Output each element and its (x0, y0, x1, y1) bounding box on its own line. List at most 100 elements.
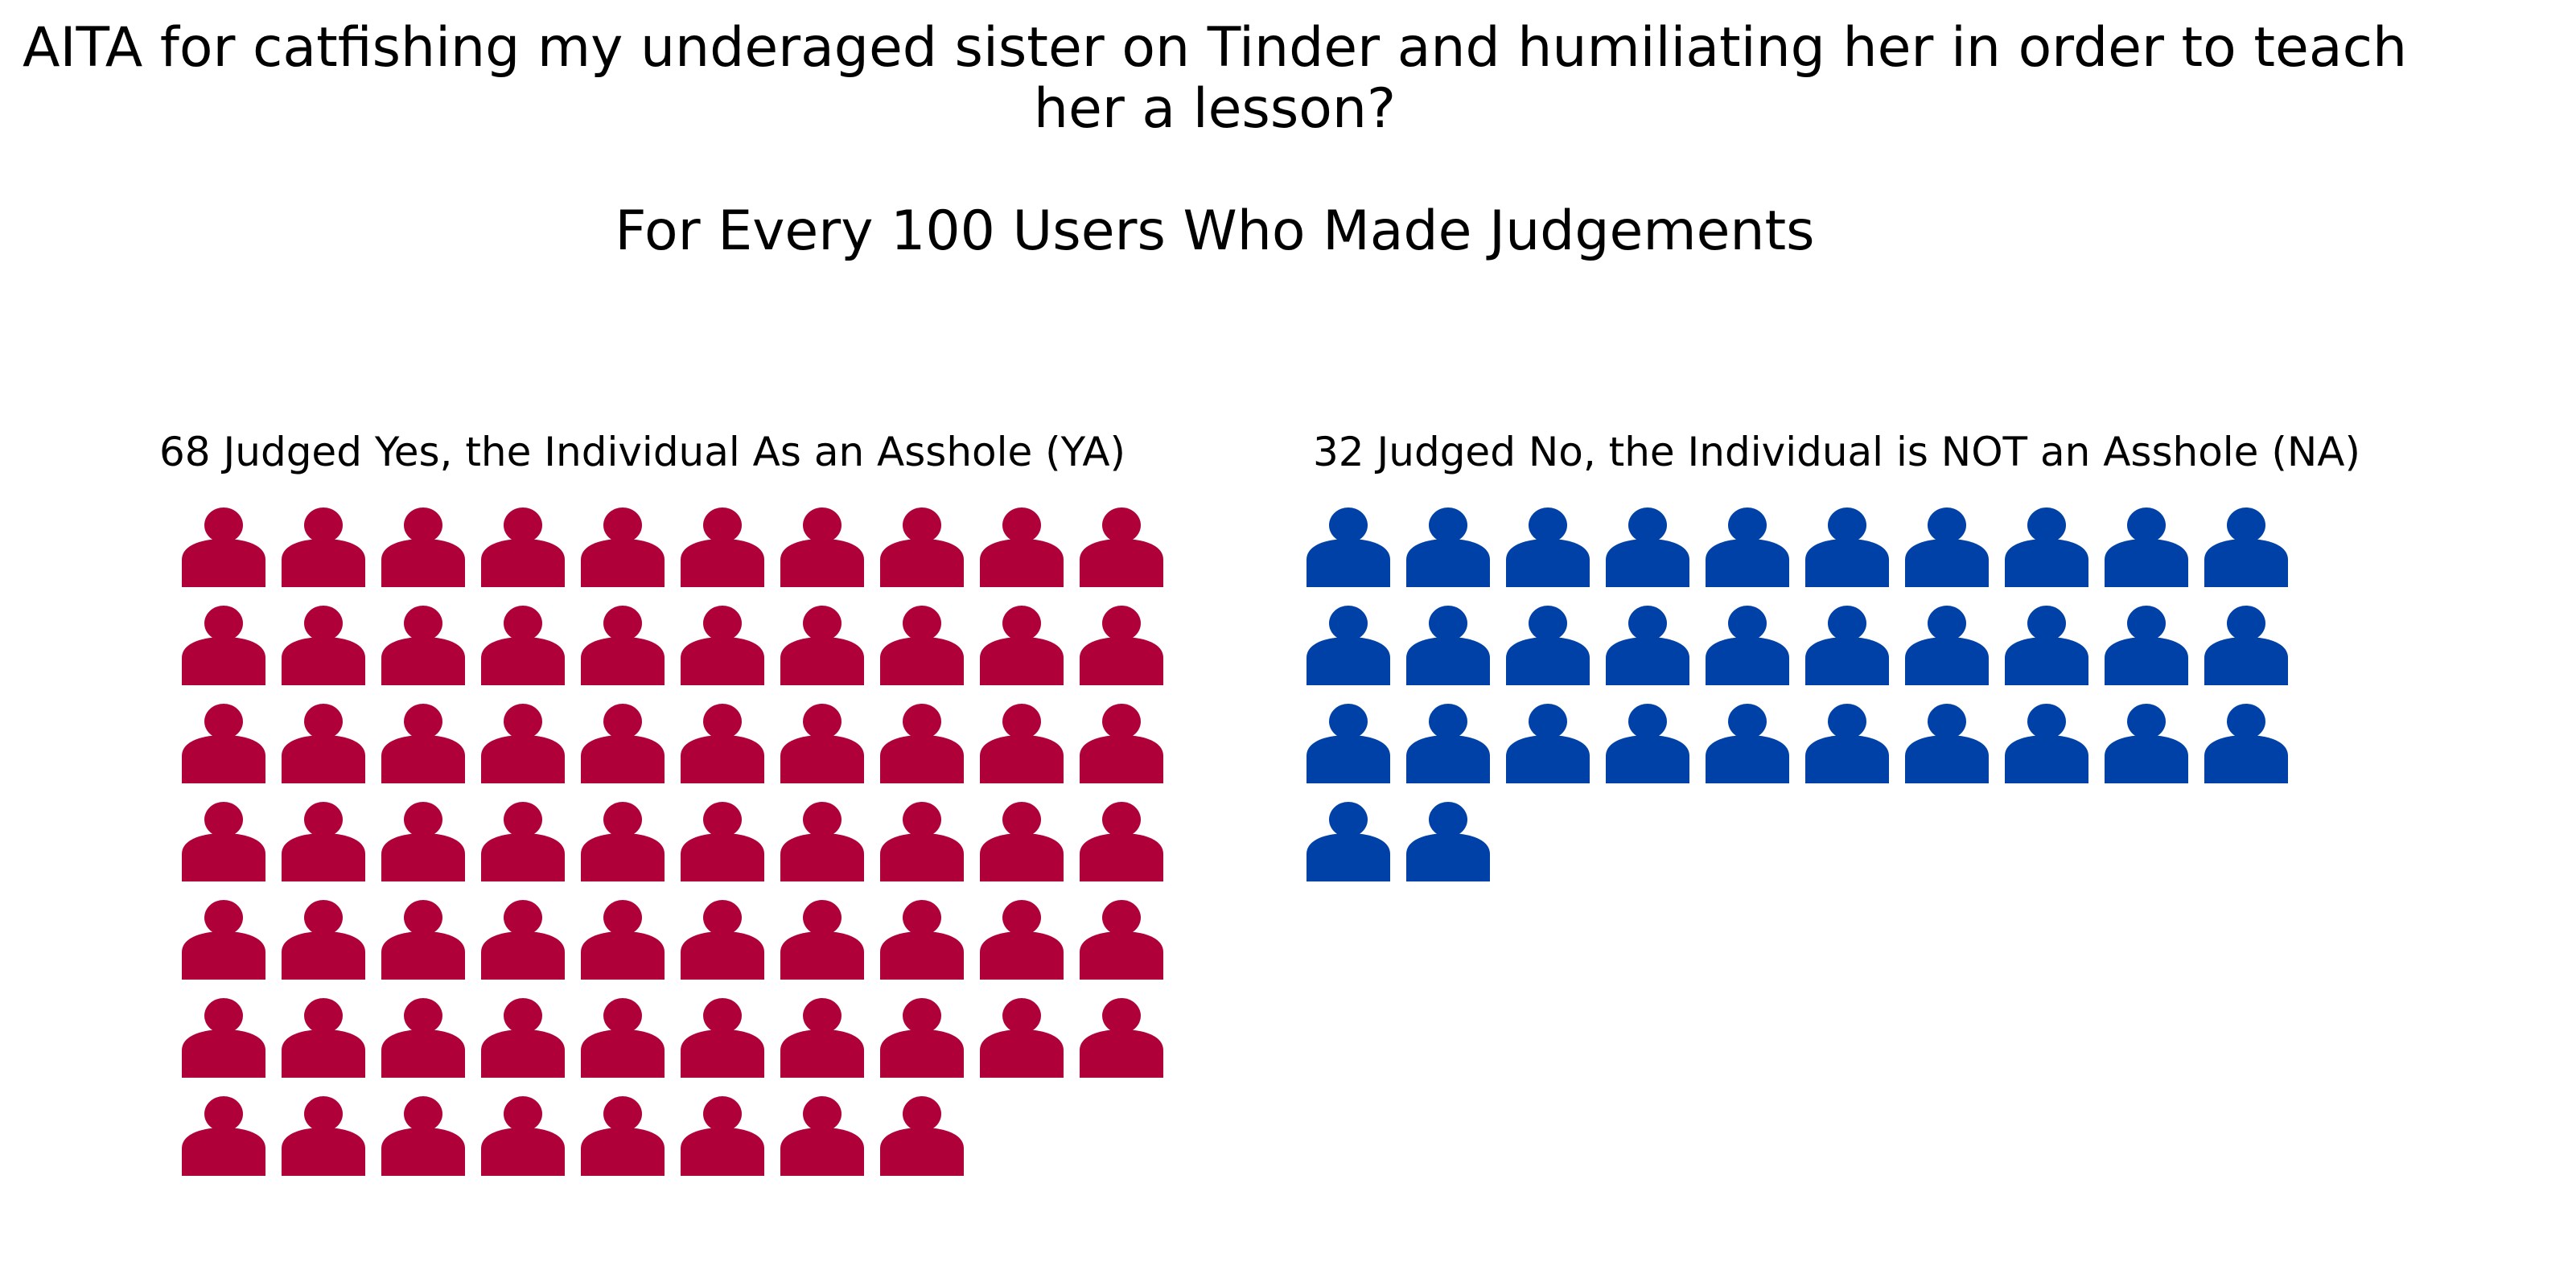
person-icon-ya-16 (681, 606, 764, 685)
person-icon-ya-54 (481, 998, 565, 1078)
person-icon-ya-6 (681, 507, 764, 587)
person-icon-ya-49 (980, 900, 1064, 980)
person-icon-na-4 (1606, 507, 1689, 587)
person-icon-ya-48 (880, 900, 964, 980)
chart-subtitle: For Every 100 Users Who Made Judgements (615, 199, 1815, 263)
person-icon-ya-68 (880, 1096, 964, 1176)
panel-title-no: 32 Judged No, the Individual is NOT an A… (1313, 429, 2360, 475)
person-icon-ya-66 (681, 1096, 764, 1176)
person-icon-na-29 (2105, 704, 2188, 783)
person-icon-ya-5 (581, 507, 665, 587)
person-icon-na-32 (1406, 802, 1490, 881)
person-icon-ya-11 (182, 606, 265, 685)
person-icon-na-26 (1805, 704, 1889, 783)
person-icon-ya-50 (1080, 900, 1163, 980)
person-icon-ya-20 (1080, 606, 1163, 685)
person-icon-ya-55 (581, 998, 665, 1078)
person-icon-ya-30 (1080, 704, 1163, 783)
person-icon-na-21 (1307, 704, 1390, 783)
person-icon-ya-7 (780, 507, 864, 587)
person-icon-ya-62 (282, 1096, 365, 1176)
person-icon-ya-42 (282, 900, 365, 980)
person-icon-ya-63 (381, 1096, 465, 1176)
person-icon-na-31 (1307, 802, 1390, 881)
person-icon-ya-8 (880, 507, 964, 587)
person-icon-na-9 (2105, 507, 2188, 587)
chart-title: AITA for catfishing my underaged sister … (22, 16, 2408, 141)
person-icon-ya-21 (182, 704, 265, 783)
person-icon-ya-47 (780, 900, 864, 980)
person-icon-ya-65 (581, 1096, 665, 1176)
person-icon-na-18 (2005, 606, 2088, 685)
person-icon-ya-52 (282, 998, 365, 1078)
person-icon-ya-17 (780, 606, 864, 685)
person-icon-na-1 (1307, 507, 1390, 587)
person-icon-ya-39 (980, 802, 1064, 881)
person-icon-ya-57 (780, 998, 864, 1078)
person-icon-ya-9 (980, 507, 1064, 587)
person-icon-ya-3 (381, 507, 465, 587)
person-icon-na-2 (1406, 507, 1490, 587)
person-icon-ya-23 (381, 704, 465, 783)
person-icon-na-16 (1805, 606, 1889, 685)
person-icon-na-22 (1406, 704, 1490, 783)
person-icon-na-25 (1706, 704, 1789, 783)
person-icon-ya-13 (381, 606, 465, 685)
person-icon-ya-26 (681, 704, 764, 783)
person-icon-ya-61 (182, 1096, 265, 1176)
person-icon-ya-53 (381, 998, 465, 1078)
person-icon-na-20 (2204, 606, 2288, 685)
person-icon-ya-64 (481, 1096, 565, 1176)
person-icon-ya-43 (381, 900, 465, 980)
person-icon-ya-24 (481, 704, 565, 783)
person-icon-ya-22 (282, 704, 365, 783)
person-icon-na-14 (1606, 606, 1689, 685)
person-icon-na-11 (1307, 606, 1390, 685)
person-icon-na-13 (1506, 606, 1590, 685)
person-icon-ya-38 (880, 802, 964, 881)
person-icon-ya-27 (780, 704, 864, 783)
person-icon-ya-56 (681, 998, 764, 1078)
person-icon-ya-46 (681, 900, 764, 980)
person-icon-ya-1 (182, 507, 265, 587)
person-icon-na-15 (1706, 606, 1789, 685)
person-icon-ya-15 (581, 606, 665, 685)
person-icon-na-30 (2204, 704, 2288, 783)
person-icon-ya-32 (282, 802, 365, 881)
person-icon-ya-35 (581, 802, 665, 881)
person-icon-ya-37 (780, 802, 864, 881)
person-icon-na-24 (1606, 704, 1689, 783)
person-icon-ya-44 (481, 900, 565, 980)
person-icon-ya-36 (681, 802, 764, 881)
person-icon-ya-12 (282, 606, 365, 685)
person-icon-ya-25 (581, 704, 665, 783)
person-icon-na-23 (1506, 704, 1590, 783)
person-icon-ya-60 (1080, 998, 1163, 1078)
person-icon-na-10 (2204, 507, 2288, 587)
panel-title-yes: 68 Judged Yes, the Individual As an Assh… (159, 429, 1126, 475)
person-icon-na-8 (2005, 507, 2088, 587)
person-icon-na-6 (1805, 507, 1889, 587)
person-icon-ya-51 (182, 998, 265, 1078)
person-icon-na-27 (1905, 704, 1989, 783)
person-icon-na-28 (2005, 704, 2088, 783)
person-icon-ya-4 (481, 507, 565, 587)
person-icon-ya-29 (980, 704, 1064, 783)
person-icon-ya-28 (880, 704, 964, 783)
person-icon-na-19 (2105, 606, 2188, 685)
person-icon-ya-31 (182, 802, 265, 881)
person-icon-ya-58 (880, 998, 964, 1078)
person-icon-ya-40 (1080, 802, 1163, 881)
person-icon-na-17 (1905, 606, 1989, 685)
person-icon-na-12 (1406, 606, 1490, 685)
person-icon-ya-19 (980, 606, 1064, 685)
person-icon-ya-34 (481, 802, 565, 881)
person-icon-na-7 (1905, 507, 1989, 587)
person-icon-ya-10 (1080, 507, 1163, 587)
person-icon-ya-59 (980, 998, 1064, 1078)
person-icon-ya-41 (182, 900, 265, 980)
person-icon-ya-45 (581, 900, 665, 980)
person-icon-ya-67 (780, 1096, 864, 1176)
person-icon-na-5 (1706, 507, 1789, 587)
person-icon-na-3 (1506, 507, 1590, 587)
